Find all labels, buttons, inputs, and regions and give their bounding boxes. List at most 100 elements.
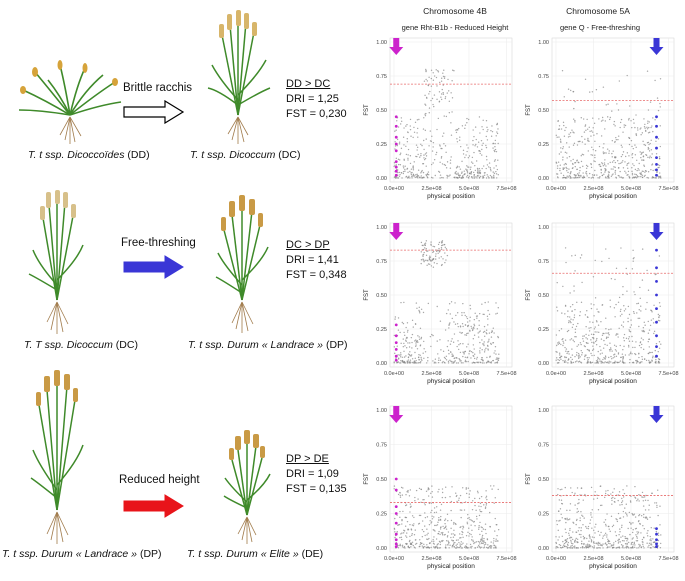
fst-point (578, 533, 581, 536)
fst-point (584, 493, 586, 496)
fst-point (634, 516, 637, 518)
fst-point (611, 499, 613, 502)
highlight-point (655, 156, 658, 159)
fst-point (641, 248, 644, 250)
fst-point (418, 306, 420, 309)
x-axis-label: physical position (589, 378, 637, 385)
fst-point (430, 260, 433, 262)
fst-point (481, 362, 484, 364)
fst-point (628, 336, 630, 338)
fst-point (655, 342, 658, 345)
fst-point (631, 152, 634, 155)
fst-point (566, 352, 568, 355)
fst-point (439, 541, 441, 543)
fst-point (497, 174, 499, 176)
x-tick-label: 2.5e+08 (583, 186, 603, 192)
fst-point (415, 344, 417, 346)
fst-point (566, 177, 568, 179)
fst-point (638, 494, 640, 496)
highlight-point (394, 124, 398, 128)
fst-point (481, 126, 483, 128)
fst-point (459, 174, 461, 177)
fst-point (592, 321, 594, 324)
fst-point (479, 350, 481, 352)
fst-point (654, 349, 656, 352)
fst-point (572, 158, 574, 161)
fst-point (430, 176, 433, 179)
highlight-point (394, 488, 398, 492)
fst-point (471, 156, 474, 159)
fst-point (401, 518, 403, 521)
fst-point (593, 498, 595, 500)
fst-point (634, 346, 636, 349)
fst-point (405, 145, 407, 147)
fst-point (442, 72, 444, 74)
fst-point (429, 90, 431, 93)
highlight-point (655, 345, 658, 349)
fst-point (440, 77, 443, 79)
chr5a-gene-label: gene Q - Free-threshing (559, 23, 641, 32)
fst-point (563, 96, 565, 98)
fst-point (562, 168, 565, 170)
fst-point (631, 268, 634, 270)
fst-point (465, 547, 467, 549)
fst-point (580, 155, 582, 157)
fst-point (639, 128, 641, 130)
fst-point (424, 113, 426, 115)
fst-point (432, 546, 435, 548)
fst-point (486, 333, 488, 335)
fst-point (419, 543, 421, 546)
y-tick-label: 0.00 (538, 176, 549, 182)
fst-point (631, 167, 633, 169)
fst-point (497, 529, 500, 531)
fst-point (648, 131, 651, 134)
fst-point (604, 534, 606, 536)
fst-point (555, 162, 558, 164)
x-tick-label: 5.0e+08 (459, 556, 479, 562)
fst-point (496, 534, 498, 537)
fst-point (494, 362, 496, 364)
fst-point (619, 176, 621, 178)
fst-point (569, 177, 572, 179)
fst-point (628, 175, 630, 178)
fst-point (430, 265, 433, 267)
fst-point (432, 72, 434, 74)
fst-point (421, 545, 423, 547)
fst-point (418, 338, 421, 340)
fst-point (441, 176, 443, 179)
fst-point (475, 358, 478, 360)
fst-point (451, 317, 453, 320)
fst-point (474, 126, 477, 128)
fst-point (594, 150, 597, 152)
fst-point (430, 69, 433, 71)
fst-point (658, 302, 661, 304)
fst-point (582, 335, 584, 337)
fst-point (415, 155, 417, 158)
fst-point (410, 173, 413, 176)
fst-point (621, 503, 623, 506)
fst-point (657, 109, 660, 112)
fst-point (483, 172, 486, 174)
fst-point (559, 140, 562, 142)
fst-point (590, 362, 592, 364)
fst-point (628, 155, 630, 157)
fst-point (421, 144, 423, 147)
fst-point (468, 493, 471, 495)
fst-point (627, 541, 630, 544)
fst-point (441, 362, 444, 364)
highlight-point (394, 545, 398, 549)
fst-point (397, 361, 400, 363)
fst-point (468, 353, 470, 355)
fst-point (610, 493, 612, 495)
fst-point (635, 341, 637, 343)
fst-point (483, 335, 486, 338)
fst-point (623, 547, 625, 549)
fst-point (591, 536, 594, 538)
fst-point (583, 537, 586, 539)
fst-point (416, 174, 419, 177)
y-tick-label: 0.50 (538, 477, 549, 483)
fst-point (569, 537, 571, 539)
fst-point (480, 495, 483, 498)
fst-point (437, 491, 439, 493)
fst-point (470, 357, 472, 359)
